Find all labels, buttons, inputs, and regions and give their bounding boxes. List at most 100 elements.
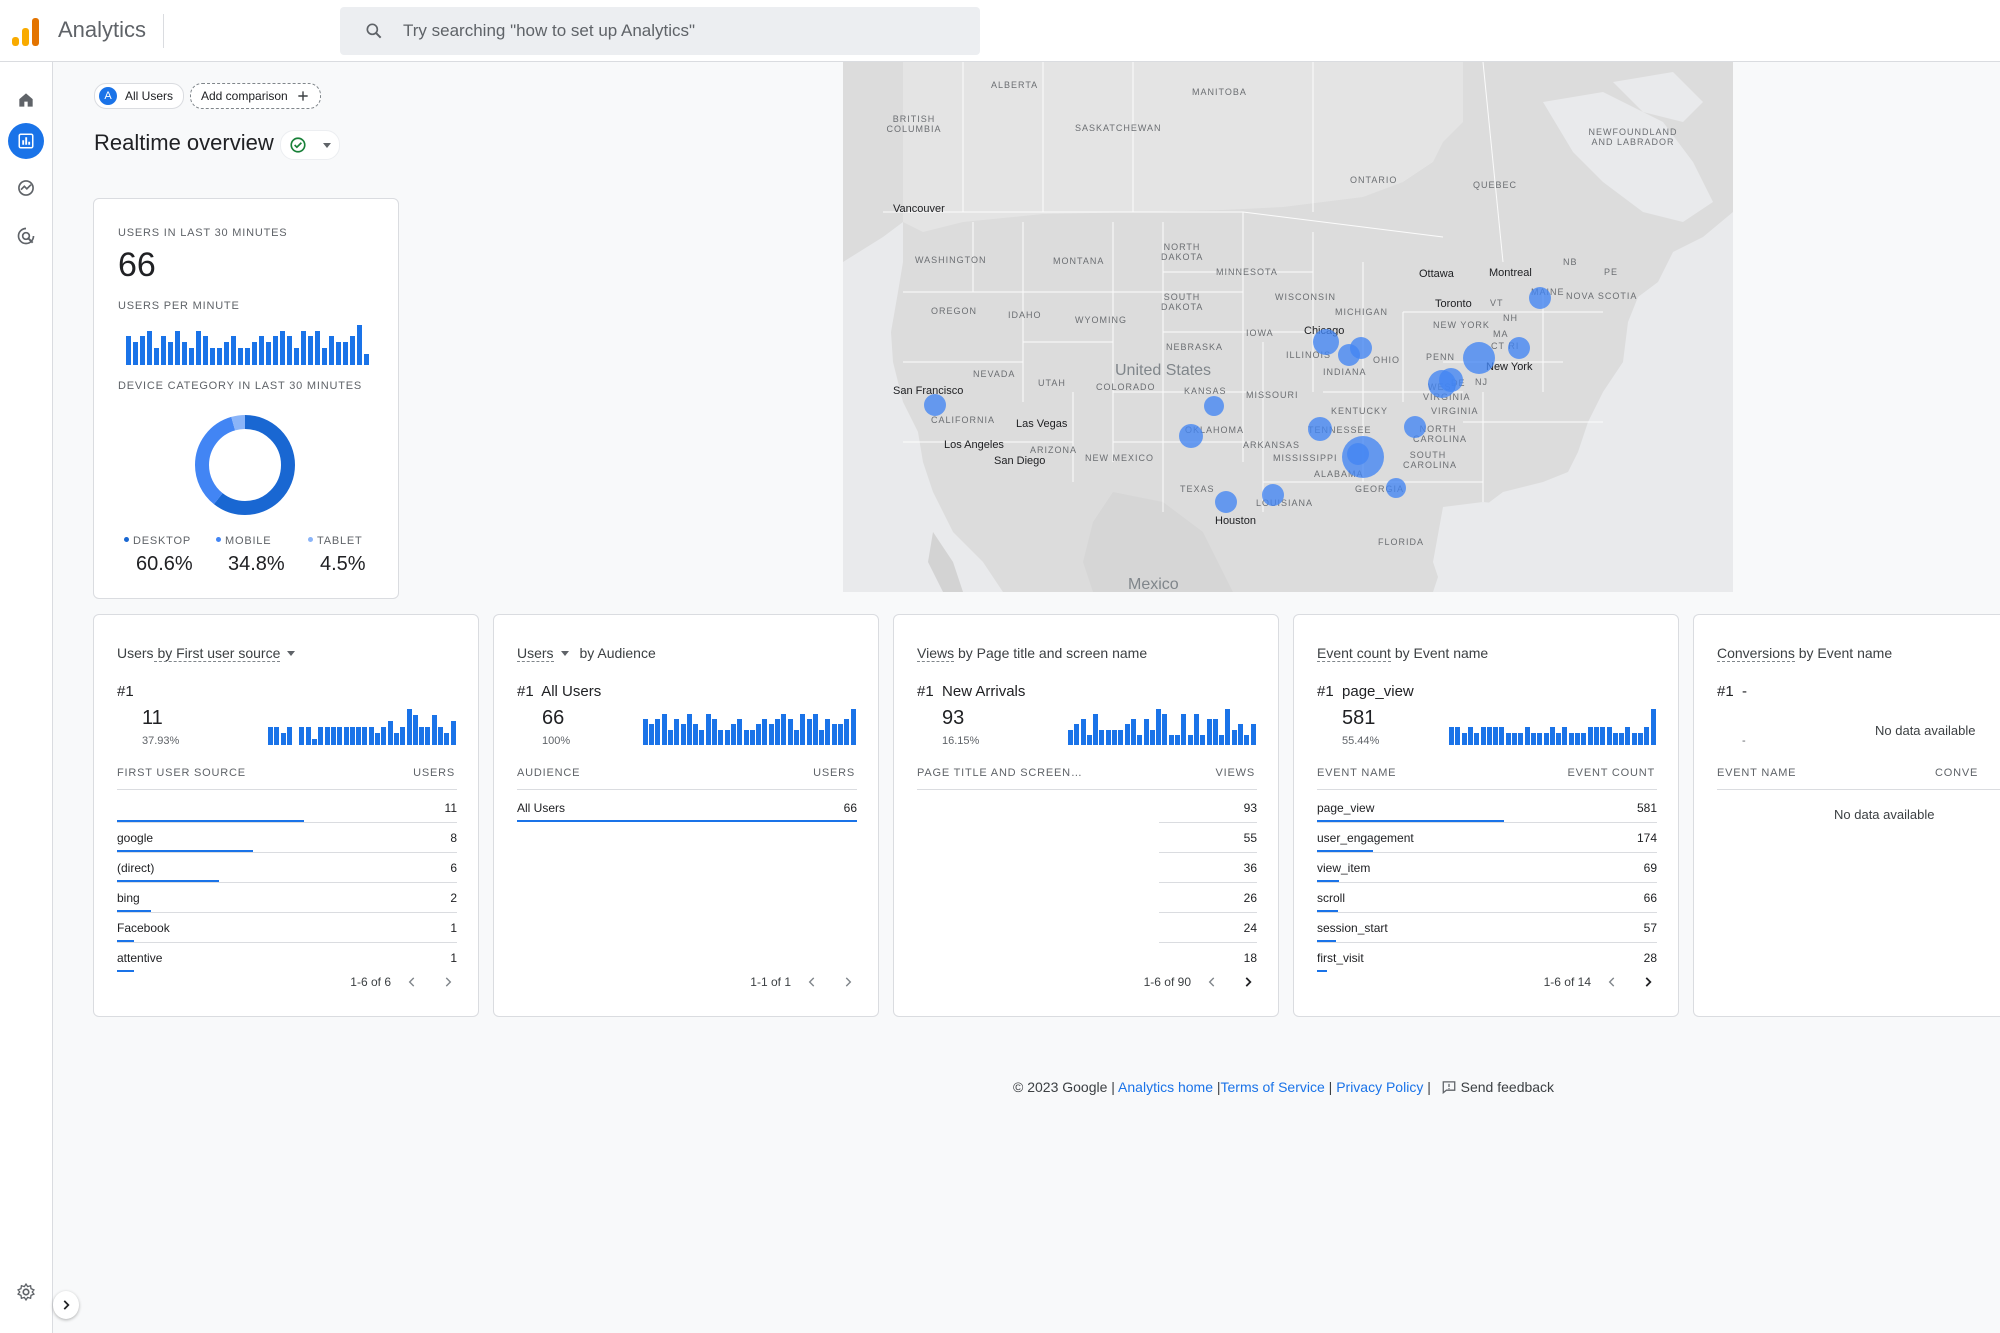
row-value: 66 xyxy=(1643,891,1657,905)
chevron-left-icon[interactable] xyxy=(1605,975,1619,989)
map-user-bubble[interactable] xyxy=(1262,484,1284,506)
map-user-bubble[interactable] xyxy=(1439,368,1463,392)
reports-icon[interactable] xyxy=(8,123,44,159)
send-feedback-button[interactable]: Send feedback xyxy=(1441,1079,1554,1095)
search-input[interactable]: Try searching "how to set up Analytics" xyxy=(403,21,696,40)
mini-bar xyxy=(330,727,336,745)
column-header[interactable]: USERS xyxy=(413,767,455,779)
card-title[interactable]: Conversions by Event name xyxy=(1717,645,1892,662)
table-row[interactable]: 18 xyxy=(917,945,1257,975)
map-user-bubble[interactable] xyxy=(1350,337,1372,359)
table-row[interactable]: user_engagement 174 xyxy=(1317,825,1657,855)
map-region-label: IDAHO xyxy=(1008,310,1042,320)
column-header[interactable]: EVENT NAME xyxy=(1717,767,1797,779)
mini-bar xyxy=(768,724,774,745)
privacy-link[interactable]: Privacy Policy xyxy=(1336,1079,1424,1095)
chevron-right-icon[interactable] xyxy=(1641,975,1655,989)
device-percentage: 4.5% xyxy=(320,553,366,575)
table-row[interactable]: scroll 66 xyxy=(1317,885,1657,915)
card-title[interactable]: Views by Page title and screen name xyxy=(917,645,1147,662)
chevron-right-icon[interactable] xyxy=(441,975,455,989)
column-header[interactable]: VIEWS xyxy=(1215,767,1255,779)
donut-slice-tablet[interactable] xyxy=(195,415,295,515)
table-row[interactable]: session_start 57 xyxy=(1317,915,1657,945)
map-user-bubble[interactable] xyxy=(1313,329,1339,355)
search-bar[interactable]: Try searching "how to set up Analytics" xyxy=(340,7,980,55)
mini-bar xyxy=(686,714,692,745)
chevron-right-icon[interactable] xyxy=(1241,975,1255,989)
mini-bar xyxy=(1219,734,1225,745)
card-mini-bar-chart xyxy=(1449,707,1656,745)
card-title[interactable]: Users by First user source xyxy=(117,645,302,662)
column-header[interactable]: AUDIENCE xyxy=(517,767,581,779)
per-minute-bar xyxy=(224,342,229,365)
column-header[interactable]: EVENT NAME xyxy=(1317,767,1397,779)
settings-icon[interactable] xyxy=(8,1274,44,1310)
explore-icon[interactable] xyxy=(8,170,44,206)
analytics-home-link[interactable]: Analytics home xyxy=(1118,1079,1213,1095)
table-row[interactable]: google 8 xyxy=(117,825,457,855)
per-minute-bar xyxy=(182,342,187,365)
analytics-logo[interactable] xyxy=(12,16,40,46)
column-header[interactable]: PAGE TITLE AND SCREEN… xyxy=(917,767,1083,779)
map-user-bubble[interactable] xyxy=(1529,287,1551,309)
table-row[interactable]: page_view 581 xyxy=(1317,795,1657,825)
map-user-bubble[interactable] xyxy=(1179,424,1203,448)
table-row[interactable]: 11 xyxy=(117,795,457,825)
map-user-bubble[interactable] xyxy=(1308,417,1332,441)
table-row[interactable]: view_item 69 xyxy=(1317,855,1657,885)
table-row[interactable]: Facebook 1 xyxy=(117,915,457,945)
map-region-label: WYOMING xyxy=(1075,315,1127,325)
map-user-bubble[interactable] xyxy=(1508,337,1530,359)
card-title[interactable]: Event count by Event name xyxy=(1317,645,1488,662)
home-icon[interactable] xyxy=(8,82,44,118)
column-header[interactable]: FIRST USER SOURCE xyxy=(117,767,246,779)
segment-label: All Users xyxy=(125,89,174,103)
realtime-map[interactable]: ALBERTA MANITOBA BRITISH COLUMBIA SASKAT… xyxy=(843,62,1733,592)
row-label: bing xyxy=(117,891,140,905)
chevron-left-icon[interactable] xyxy=(1205,975,1219,989)
table-row[interactable]: bing 2 xyxy=(117,885,457,915)
map-user-bubble[interactable] xyxy=(1347,443,1369,465)
map-user-bubble[interactable] xyxy=(924,394,946,416)
card-metric-selector[interactable]: Conversions xyxy=(1717,645,1795,662)
status-dropdown[interactable] xyxy=(280,130,340,160)
chevron-left-icon[interactable] xyxy=(405,975,419,989)
column-header[interactable]: USERS xyxy=(813,767,855,779)
column-header[interactable]: EVENT COUNT xyxy=(1567,767,1655,779)
map-region-label: KENTUCKY xyxy=(1331,406,1389,416)
table-row[interactable]: first_visit 28 xyxy=(1317,945,1657,975)
table-row[interactable]: (direct) 6 xyxy=(117,855,457,885)
top-rank-percentage: 16.15% xyxy=(942,735,980,747)
map-user-bubble[interactable] xyxy=(1463,342,1495,374)
map-user-bubble[interactable] xyxy=(1204,396,1224,416)
chevron-left-icon[interactable] xyxy=(805,975,819,989)
column-header[interactable]: CONVE xyxy=(1935,767,1979,779)
map-region-label: NEBRASKA xyxy=(1166,342,1224,352)
card-metric-selector[interactable]: Users xyxy=(517,645,554,662)
table-row[interactable]: 36 xyxy=(917,855,1257,885)
segment-chip-all-users[interactable]: A All Users xyxy=(94,83,185,109)
card-metric-selector[interactable]: Views xyxy=(917,645,955,662)
mini-bar xyxy=(1512,733,1518,745)
add-comparison-button[interactable]: Add comparison xyxy=(190,83,321,109)
map-user-bubble[interactable] xyxy=(1404,416,1426,438)
table-row[interactable]: 24 xyxy=(917,915,1257,945)
table-row[interactable]: attentive 1 xyxy=(117,945,457,975)
expand-nav-button[interactable] xyxy=(53,1291,79,1319)
table-row[interactable]: 26 xyxy=(917,885,1257,915)
card-metric-selector[interactable]: Event count xyxy=(1317,645,1391,662)
table-row[interactable]: 55 xyxy=(917,825,1257,855)
chevron-right-icon[interactable] xyxy=(841,975,855,989)
map-user-bubble[interactable] xyxy=(1215,491,1237,513)
map-user-bubble[interactable] xyxy=(1386,478,1406,498)
map-region-label: ALABAMA xyxy=(1314,469,1364,479)
card-metric-selector[interactable]: Users xyxy=(117,645,154,661)
terms-link[interactable]: Terms of Service xyxy=(1220,1079,1325,1095)
table-row[interactable]: 93 xyxy=(917,795,1257,825)
donut-slice-mobile[interactable] xyxy=(195,415,295,515)
advertising-icon[interactable] xyxy=(8,218,44,254)
divider xyxy=(117,789,457,790)
table-row[interactable]: All Users 66 xyxy=(517,795,857,825)
card-title[interactable]: Users by Audience xyxy=(517,645,656,662)
